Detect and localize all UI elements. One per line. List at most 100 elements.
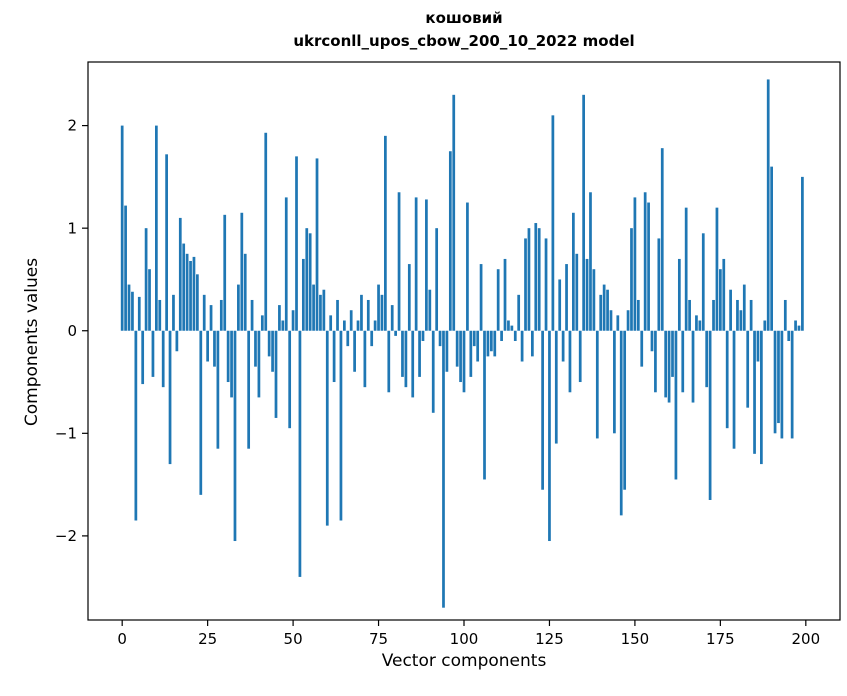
bar [425, 199, 428, 331]
bar [732, 330, 736, 449]
bar [120, 125, 124, 331]
bar [554, 330, 558, 444]
bar [698, 320, 702, 331]
x-tick-label: 100 [450, 630, 479, 648]
bar [356, 320, 360, 331]
bar [233, 330, 237, 542]
bar [151, 330, 155, 377]
bar [712, 299, 715, 331]
bar [199, 330, 203, 495]
bar [469, 330, 473, 377]
bar [343, 320, 346, 331]
bar [325, 330, 329, 526]
bar [418, 330, 421, 377]
bar [534, 223, 538, 331]
bar [452, 94, 456, 331]
x-tick-label: 150 [621, 630, 650, 648]
bar [483, 330, 486, 480]
bar [127, 284, 131, 331]
bar [134, 330, 138, 521]
bar [329, 315, 333, 331]
bar [264, 132, 268, 331]
bar [260, 315, 264, 331]
bar [715, 207, 719, 331]
bar [777, 330, 780, 424]
bar [760, 330, 763, 465]
bar [301, 258, 305, 331]
bar [336, 299, 339, 331]
bar [442, 330, 445, 608]
bar [660, 148, 664, 331]
bar [226, 330, 230, 383]
bar [472, 330, 476, 347]
bar [448, 151, 452, 331]
bar [507, 320, 510, 331]
bar [267, 330, 271, 357]
bar [503, 258, 507, 331]
bar [701, 233, 705, 331]
bar [749, 299, 753, 331]
bar [589, 192, 592, 331]
y-tick-label: 2 [67, 117, 77, 135]
bar [558, 279, 562, 331]
bar [753, 330, 756, 454]
bar [404, 330, 408, 388]
bar [626, 310, 630, 331]
bar [332, 330, 336, 383]
bar [630, 228, 633, 331]
bar [353, 330, 356, 372]
bar [575, 253, 579, 331]
bar [363, 330, 367, 388]
bar [640, 330, 644, 367]
bar [524, 238, 527, 331]
bar [551, 115, 555, 331]
bar [541, 330, 544, 490]
bar [219, 299, 223, 331]
bar [578, 330, 582, 383]
bar [370, 330, 374, 347]
bar [582, 94, 585, 331]
bar [722, 258, 726, 331]
bar [459, 330, 462, 383]
bar [178, 217, 182, 331]
x-tick-label: 50 [284, 630, 303, 648]
bar [486, 330, 490, 357]
bar [794, 320, 797, 331]
bar [657, 238, 661, 331]
bar [783, 299, 787, 331]
bar [394, 330, 397, 336]
bar [202, 294, 206, 331]
bar [230, 330, 233, 398]
bar [288, 330, 292, 429]
bar [500, 330, 503, 341]
bar [650, 330, 654, 352]
bar [254, 330, 257, 367]
bar [223, 214, 227, 331]
bar [746, 330, 750, 408]
bar [725, 330, 729, 429]
bar [705, 330, 709, 388]
bar [708, 330, 712, 500]
bar [305, 228, 309, 331]
bar [401, 330, 404, 377]
bar [695, 315, 698, 331]
bar [360, 294, 363, 331]
bar [339, 330, 343, 521]
bar [719, 269, 722, 331]
bar [780, 330, 784, 439]
bar [216, 330, 220, 449]
bar [688, 299, 691, 331]
bar [756, 330, 760, 362]
bar [247, 330, 251, 449]
bar [387, 330, 391, 393]
bar [479, 264, 483, 331]
bar [243, 253, 247, 331]
bar [674, 330, 678, 480]
bar [168, 330, 172, 465]
bar [349, 310, 353, 331]
bar [585, 258, 589, 331]
bar [298, 330, 302, 577]
bar [462, 330, 466, 393]
bar [489, 330, 493, 352]
